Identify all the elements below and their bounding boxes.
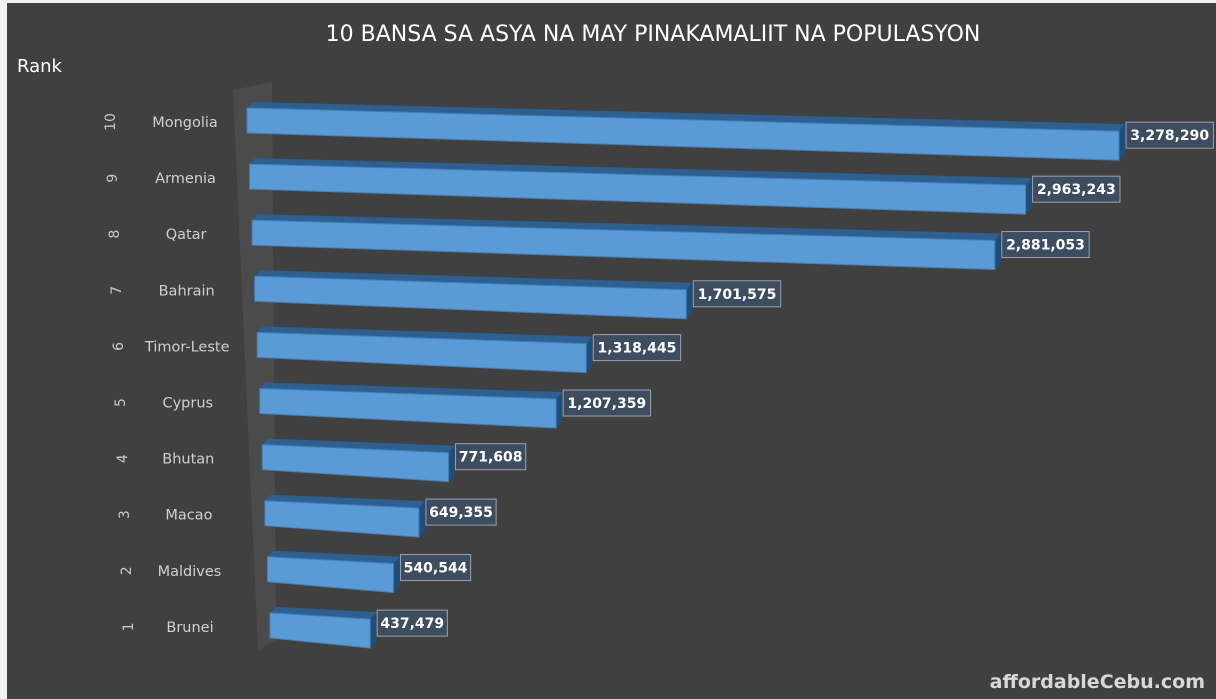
rank-label: 3: [117, 510, 133, 519]
data-label: 437,479: [380, 616, 444, 632]
category-label: Bahrain: [159, 283, 215, 299]
data-label: 2,963,243: [1037, 182, 1116, 198]
category-label: Qatar: [166, 227, 207, 243]
data-label: 1,701,575: [698, 287, 777, 303]
category-label: Macao: [165, 508, 212, 524]
rank-label: 2: [119, 566, 135, 575]
bar: [259, 387, 557, 429]
rank-label: 10: [103, 113, 119, 131]
bar-end-face: [448, 445, 455, 482]
data-label: 649,355: [429, 505, 493, 521]
rank-label: 9: [105, 174, 121, 183]
bar: [246, 107, 1120, 161]
bar-top-face: [262, 438, 455, 453]
bar-end-face: [994, 233, 1001, 270]
watermark: affordableCebu.com: [990, 671, 1205, 693]
bar-end-face: [418, 501, 425, 538]
rank-label: 8: [107, 230, 123, 239]
data-label-box: [376, 609, 448, 637]
bar: [266, 556, 394, 594]
y-axis-title: Rank: [17, 56, 63, 77]
bar-end-face: [1025, 178, 1032, 215]
bar: [264, 500, 420, 538]
category-label: Cyprus: [162, 396, 213, 412]
bar-end-face: [556, 392, 563, 429]
data-label: 771,608: [459, 450, 523, 466]
bar-top-face: [264, 494, 425, 509]
data-label: 1,318,445: [598, 341, 677, 357]
bar-top-face: [257, 326, 593, 344]
category-label: Mongolia: [152, 115, 218, 131]
category-label: Timor-Leste: [144, 339, 230, 355]
category-label: Bhutan: [162, 452, 214, 468]
rank-label: 4: [115, 454, 131, 463]
data-label-box: [455, 443, 527, 471]
bar-top-face: [249, 158, 1032, 186]
category-label: Maldives: [158, 564, 222, 580]
sheet-margin-top: [0, 0, 1216, 3]
sheet-margin: [0, 0, 7, 699]
data-label-box: [592, 334, 682, 362]
bar: [254, 275, 687, 320]
data-label-box: [425, 498, 497, 526]
data-label: 1,207,359: [567, 396, 646, 412]
bar-end-face: [686, 282, 693, 319]
bar-end-face: [586, 336, 593, 373]
rank-label: 6: [111, 342, 127, 351]
bar-top-face: [259, 382, 563, 400]
chart-title: 10 BANSA SA ASYA NA MAY PINAKAMALIIT NA …: [326, 22, 981, 47]
category-label: Armenia: [155, 171, 216, 187]
bar: [261, 444, 450, 483]
rank-label: 1: [121, 622, 137, 631]
bar: [256, 331, 587, 374]
data-label-box: [562, 389, 652, 417]
bar-top-face: [254, 270, 693, 290]
bar-top-face: [267, 550, 400, 564]
data-label-box: [1001, 231, 1090, 259]
data-label-box: [692, 280, 782, 308]
data-label-box: [399, 554, 472, 582]
rank-label: 7: [109, 286, 125, 295]
bar-end-face: [1119, 124, 1126, 161]
rank-label: 5: [113, 398, 129, 407]
bar-top-face: [247, 102, 1126, 132]
data-label-box: [1125, 121, 1214, 149]
data-label: 2,881,053: [1006, 238, 1085, 254]
bar-top-face: [270, 606, 377, 620]
data-label: 3,278,290: [1130, 128, 1209, 144]
category-label: Brunei: [166, 620, 213, 636]
bar-end-face: [370, 612, 377, 649]
bar: [269, 612, 371, 649]
data-label-box: [1032, 175, 1121, 203]
bar-top-face: [252, 214, 1001, 241]
data-label: 540,544: [404, 561, 468, 577]
bar: [249, 163, 1027, 215]
bar-end-face: [393, 556, 400, 593]
bar: [251, 219, 996, 271]
